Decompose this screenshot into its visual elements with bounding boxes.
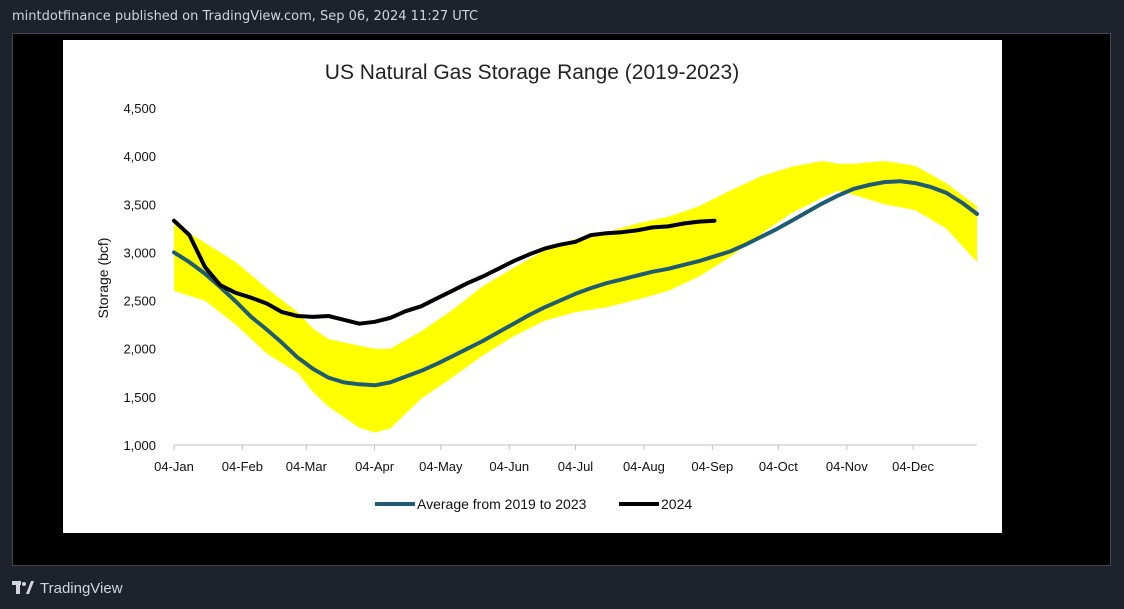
chart-title: US Natural Gas Storage Range (2019-2023): [325, 61, 739, 84]
series-layer: [172, 179, 979, 388]
x-tick-label: 04-Oct: [759, 459, 798, 474]
legend: Average from 2019 to 2023 2024: [375, 496, 692, 512]
y-tick-label: 4,500: [123, 101, 156, 116]
y-tick-label: 2,500: [123, 294, 156, 309]
y-tick-label: 4,000: [123, 149, 156, 164]
footer: TradingView: [12, 578, 123, 598]
y-tick-label: 3,000: [123, 245, 156, 260]
y-tick-label: 3,500: [123, 197, 156, 212]
y-tick-label: 1,500: [123, 390, 156, 405]
x-tick-label: 04-Jan: [154, 459, 194, 474]
x-tick-label: 04-Sep: [691, 459, 733, 474]
y-tick-label: 1,000: [123, 438, 156, 453]
x-tick-label: 04-Apr: [355, 459, 395, 474]
x-tick-label: 04-Nov: [826, 459, 868, 474]
legend-average-label: Average from 2019 to 2023: [417, 496, 587, 512]
series-average-line: [172, 179, 979, 388]
axes-layer: 1,000 1,500 2,000 2,500 3,000 3,500 4,000 4,500…: [123, 101, 977, 474]
series-2024-line: [172, 218, 717, 326]
range-band-layer: [174, 161, 977, 433]
chart-area: US Natural Gas Storage Range (2019-2023)…: [63, 40, 1002, 533]
x-tick-label: 04-Feb: [222, 459, 263, 474]
x-tick-label: 04-Jul: [558, 459, 594, 474]
footer-brand: TradingView: [40, 579, 123, 597]
y-axis-label: Storage (bcf): [95, 238, 111, 319]
x-tick-label: 04-Aug: [623, 459, 665, 474]
x-tick-label: 04-Mar: [286, 459, 328, 474]
storage-chart: US Natural Gas Storage Range (2019-2023)…: [95, 61, 979, 512]
x-tick-label: 04-May: [419, 459, 463, 474]
storage-range-band: [174, 161, 977, 433]
publish-info: mintdotfinance published on TradingView.…: [12, 9, 479, 24]
x-tick-label: 04-Jun: [489, 459, 529, 474]
x-tick-label: 04-Dec: [892, 459, 934, 474]
y-tick-label: 2,000: [123, 342, 156, 357]
tradingview-logo-icon: [12, 581, 34, 594]
legend-2024-label: 2024: [661, 496, 692, 512]
